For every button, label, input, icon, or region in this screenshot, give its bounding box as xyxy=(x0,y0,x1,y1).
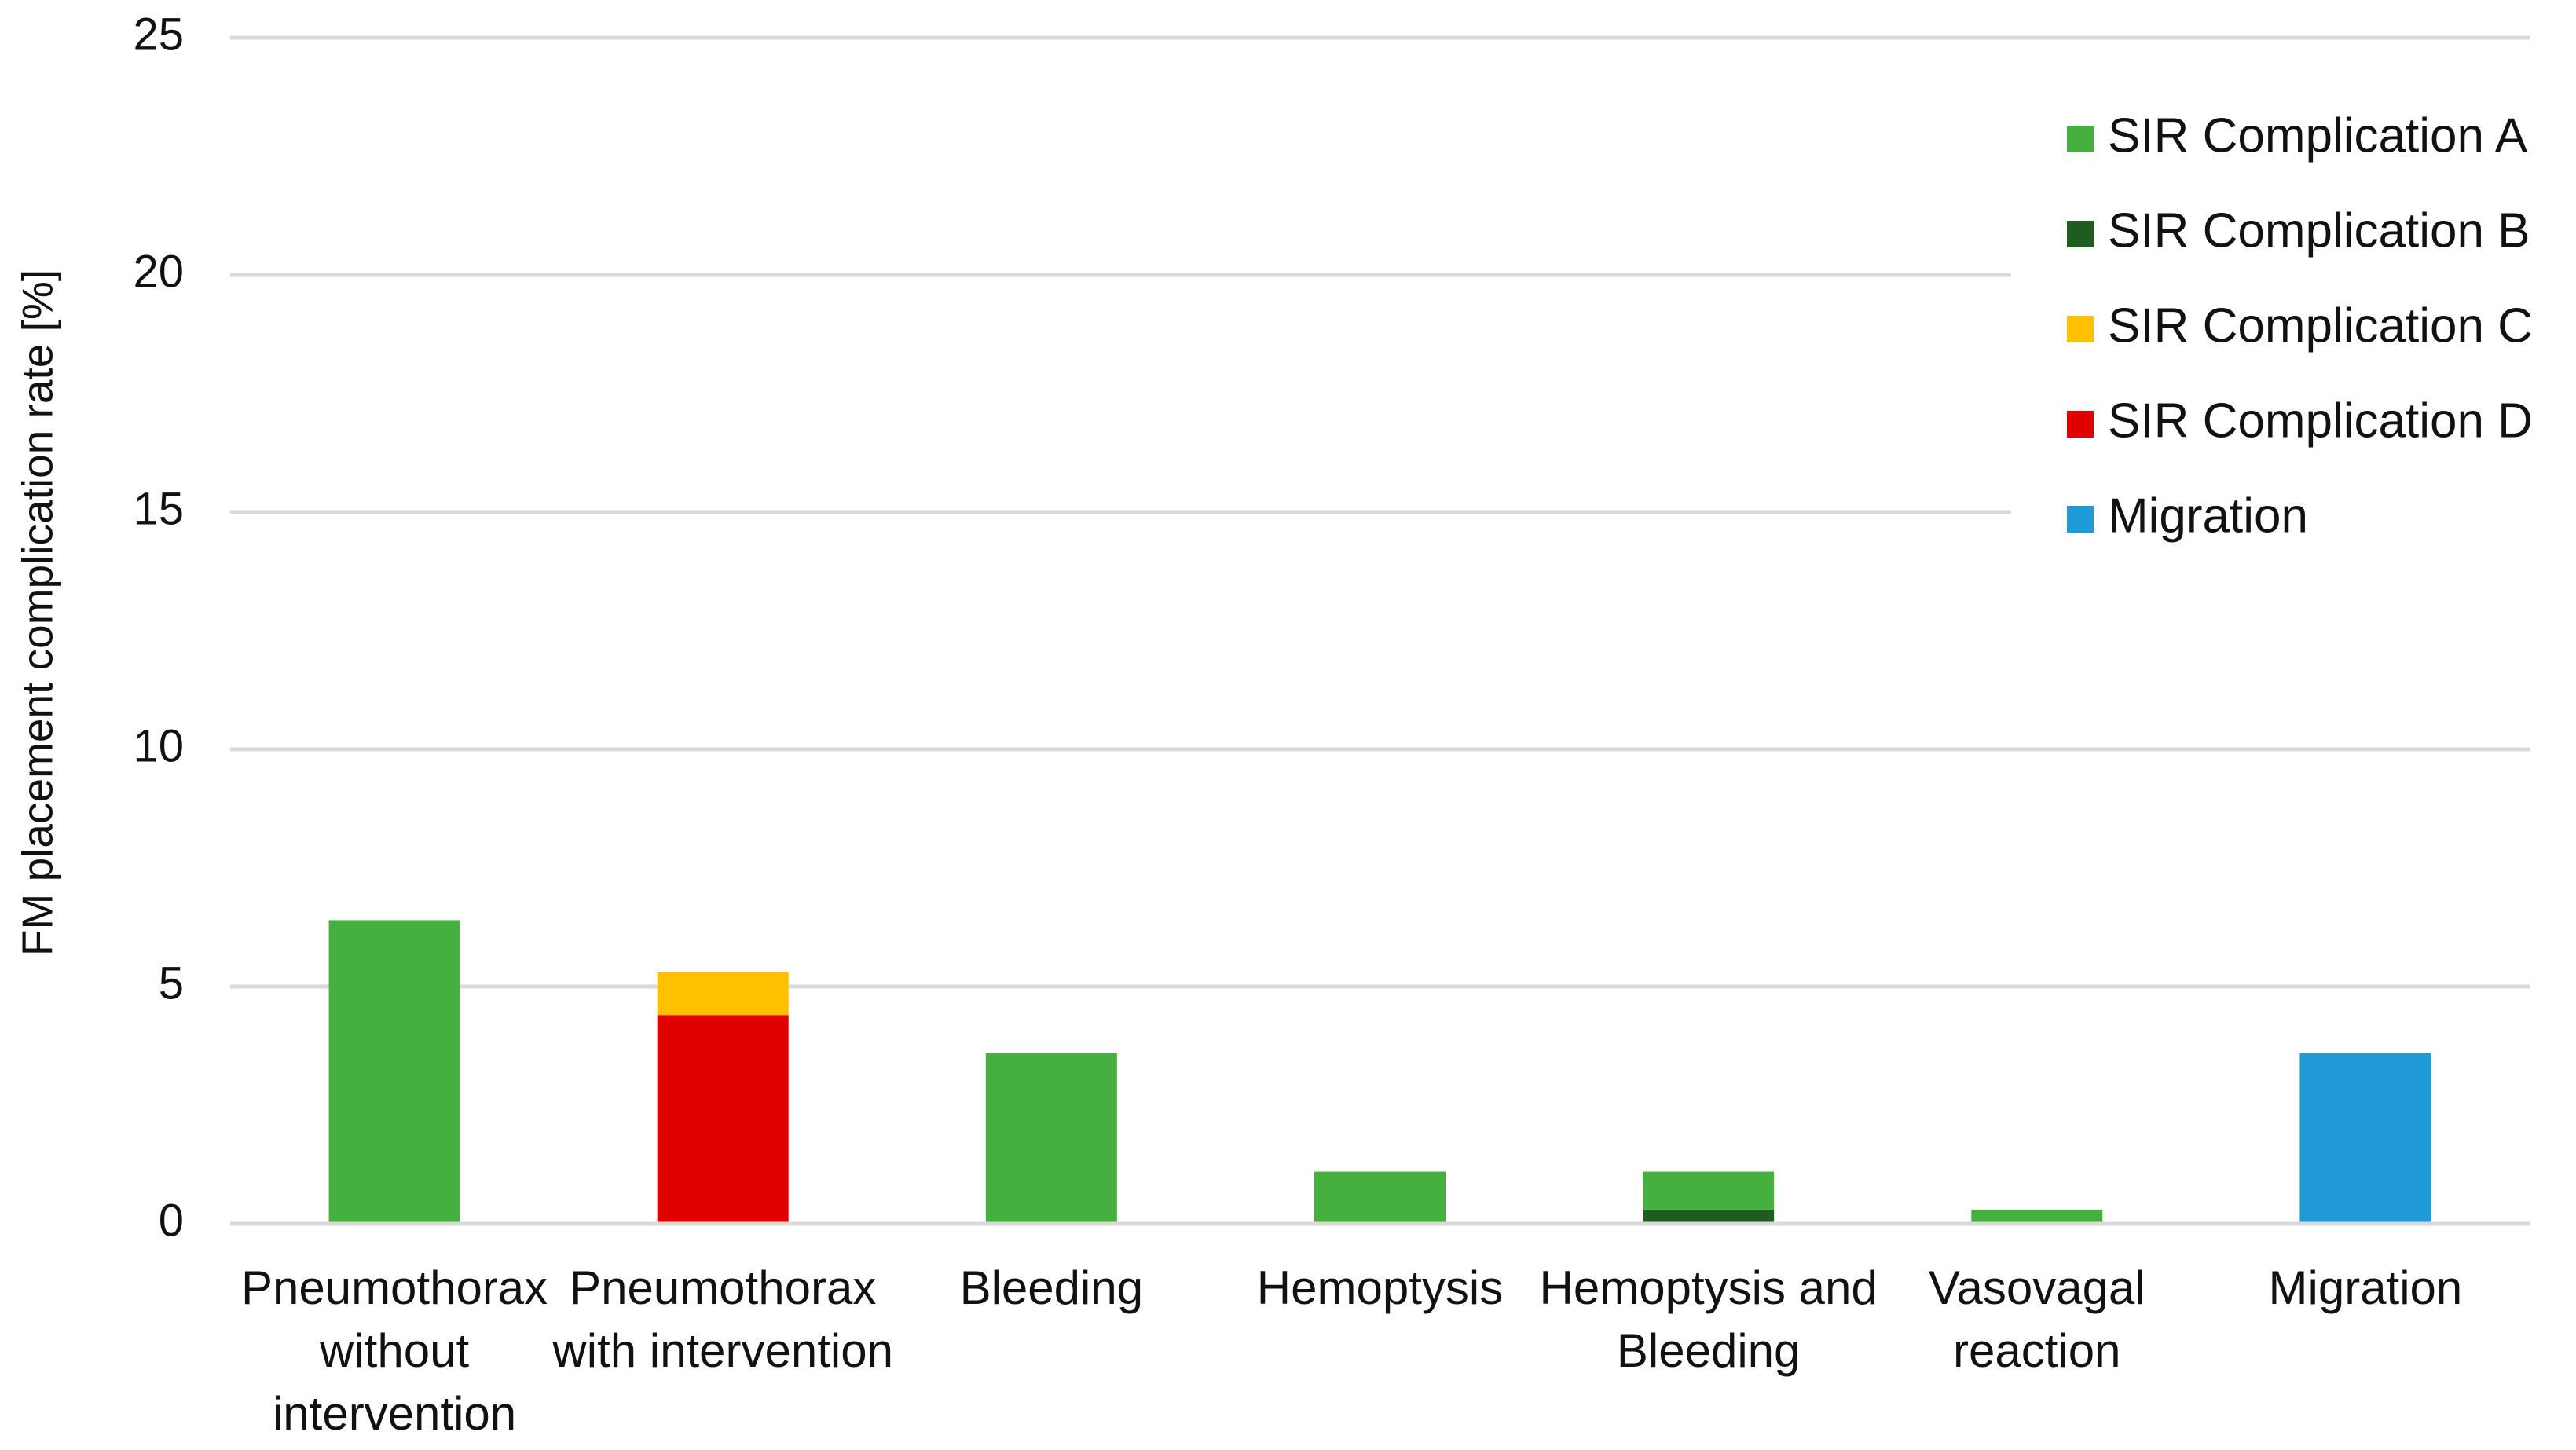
legend-swatch xyxy=(2067,316,2094,342)
x-tick-label: Vasovagal reaction xyxy=(1928,1261,2145,1377)
legend-label: SIR Complication D xyxy=(2108,394,2533,448)
bar-segment xyxy=(1314,1171,1446,1224)
y-tick-label: 10 xyxy=(133,720,184,771)
bar-segment xyxy=(657,1015,789,1224)
legend-label: SIR Complication C xyxy=(2108,298,2533,353)
legend-label: Migration xyxy=(2108,489,2308,543)
legend-background xyxy=(2011,86,2576,573)
x-tick-label: Pneumothorax with intervention xyxy=(552,1261,893,1377)
bar-segment xyxy=(985,1053,1117,1224)
legend-swatch xyxy=(2067,221,2094,247)
y-tick-label: 20 xyxy=(133,246,184,297)
legend-swatch xyxy=(2067,506,2094,533)
bar-segment xyxy=(1643,1171,1775,1210)
legend-label: SIR Complication A xyxy=(2108,108,2528,163)
y-tick-label: 15 xyxy=(133,483,184,534)
y-tick-label: 5 xyxy=(159,958,184,1009)
x-tick-label: Hemoptysis and Bleeding xyxy=(1539,1261,1878,1377)
x-tick-label: Pneumothorax without intervention xyxy=(240,1261,548,1440)
y-tick-label: 0 xyxy=(159,1195,184,1246)
bar-segment xyxy=(1643,1209,1775,1224)
x-tick-label: Hemoptysis xyxy=(1256,1261,1504,1314)
legend-label: SIR Complication B xyxy=(2108,203,2530,258)
bar-segment xyxy=(1971,1209,2103,1224)
y-tick-label: 25 xyxy=(133,9,184,60)
y-axis-title: FM placement complication rate [%] xyxy=(13,269,62,956)
x-tick-label: Bleeding xyxy=(959,1261,1144,1314)
legend-swatch xyxy=(2067,126,2094,152)
bar-segment xyxy=(657,972,789,1016)
x-tick-label: Migration xyxy=(2268,1261,2463,1314)
bar-segment xyxy=(2299,1053,2431,1224)
legend-swatch xyxy=(2067,411,2094,438)
bar-segment xyxy=(328,920,460,1224)
